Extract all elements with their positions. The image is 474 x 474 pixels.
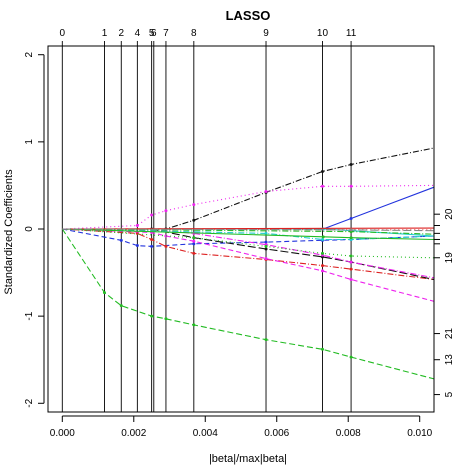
series-point [264, 190, 268, 194]
series-point [349, 355, 353, 359]
y-tick-label: 0 [24, 226, 35, 232]
x-tick-label: 0.010 [407, 428, 432, 439]
series-point [349, 254, 353, 258]
series-point [192, 218, 196, 222]
series-point [150, 314, 154, 318]
series-line [62, 228, 435, 241]
series-point [320, 169, 324, 173]
series-line [62, 147, 435, 230]
series-line [62, 228, 435, 302]
right-variable-label: 20 [444, 208, 455, 220]
y-axis-label: Standardized Coefficients [3, 169, 15, 295]
x-tick-label: 0.004 [193, 428, 218, 439]
series-point [349, 163, 353, 167]
series-point [264, 244, 268, 248]
series-point [349, 184, 353, 188]
x-tick-label: 0.006 [264, 428, 289, 439]
step-label: 6 [151, 28, 157, 39]
step-label: 8 [191, 28, 197, 39]
step-label: 4 [135, 28, 141, 39]
x-tick-label: 0.008 [336, 428, 361, 439]
step-label: 5 [149, 28, 155, 39]
x-tick-label: 0.000 [50, 428, 75, 439]
series-point [320, 184, 324, 188]
series-line [62, 228, 435, 279]
series-point [192, 251, 196, 255]
series-point [164, 317, 168, 321]
series-point [264, 247, 268, 251]
series-line [62, 186, 435, 230]
step-label: 9 [263, 28, 269, 39]
step-lines: 0 1 2 4 56 7 8 9 10 11 [60, 28, 357, 412]
coefficient-paths [61, 147, 435, 380]
series-point [264, 240, 268, 244]
series-point [192, 236, 196, 240]
series-point [150, 237, 154, 241]
series-point [164, 244, 168, 248]
axes: 0.000 0.002 0.004 0.006 0.008 0.010 -2 -1 0 1 2 20 1… [24, 51, 455, 439]
series-point [135, 244, 139, 248]
series-point [135, 231, 139, 235]
series-point [150, 244, 154, 248]
series-point [119, 238, 123, 242]
step-label: 11 [346, 28, 357, 39]
series-point [320, 269, 324, 273]
series-line [61, 228, 435, 380]
series-point [192, 242, 196, 246]
x-tick-label: 0.002 [121, 428, 146, 439]
series-point [320, 347, 324, 351]
series-point [102, 291, 106, 295]
step-label: 10 [317, 28, 329, 39]
y-tick-label: 1 [24, 139, 35, 145]
series-point [349, 228, 353, 232]
series-point [349, 260, 353, 264]
chart-title: LASSO [226, 8, 271, 23]
y-tick-label: -2 [24, 398, 35, 407]
series-point [164, 234, 168, 238]
y-tick-label: 2 [24, 51, 35, 57]
series-point [164, 209, 168, 213]
series-point [264, 257, 268, 261]
series-point [349, 267, 353, 271]
series-point [192, 239, 196, 243]
series-point [150, 213, 154, 217]
series-point [320, 264, 324, 268]
series-point [264, 338, 268, 342]
right-variable-label: 21 [444, 328, 455, 340]
y-tick-label: -1 [24, 311, 35, 320]
right-variable-label: 19 [444, 252, 455, 264]
x-axis-label: |beta|/max|beta| [209, 453, 287, 465]
series-point [320, 251, 324, 255]
series-point [264, 231, 268, 235]
step-label: 1 [102, 28, 108, 39]
plot-frame [47, 45, 435, 413]
series-point [192, 203, 196, 207]
series-line [62, 184, 435, 230]
series-point [349, 236, 353, 240]
series-point [349, 278, 353, 282]
series-line [62, 228, 435, 247]
series-point [320, 237, 324, 241]
series-point [349, 217, 353, 221]
series-point [135, 224, 139, 228]
step-label: 0 [60, 28, 66, 39]
series-line [62, 228, 435, 259]
series-point [321, 235, 325, 239]
right-variable-label: 5 [444, 391, 455, 397]
right-variable-label: 13 [444, 354, 455, 366]
step-label: 2 [118, 28, 124, 39]
step-label: 7 [163, 28, 169, 39]
series-point [192, 323, 196, 327]
series-point [119, 304, 123, 308]
